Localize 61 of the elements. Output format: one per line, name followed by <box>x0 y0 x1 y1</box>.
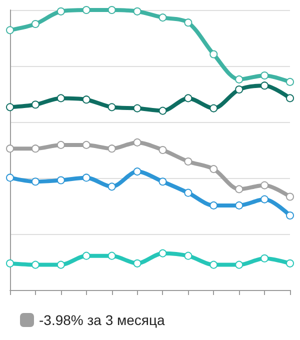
point <box>31 260 40 269</box>
point <box>133 259 142 268</box>
point <box>286 212 294 220</box>
point <box>82 252 90 260</box>
point <box>286 192 294 201</box>
point <box>184 188 192 197</box>
point <box>82 174 90 182</box>
point <box>260 195 269 204</box>
point <box>235 86 244 94</box>
point <box>184 157 192 166</box>
point <box>6 259 14 268</box>
point <box>108 6 116 14</box>
point <box>260 181 269 190</box>
point <box>56 140 65 149</box>
point <box>6 103 14 112</box>
point <box>82 140 90 149</box>
point <box>210 201 218 210</box>
point <box>6 144 14 153</box>
point <box>235 185 244 194</box>
point <box>210 104 218 112</box>
point <box>108 252 116 260</box>
point <box>260 82 269 90</box>
point <box>260 254 269 262</box>
point <box>158 178 167 186</box>
point <box>133 7 142 16</box>
point <box>184 252 192 260</box>
point <box>31 144 40 153</box>
point <box>235 75 244 84</box>
point <box>133 104 142 112</box>
point <box>6 26 14 34</box>
point <box>210 165 218 174</box>
point <box>108 144 116 153</box>
point <box>133 168 142 176</box>
point <box>235 201 244 210</box>
point <box>31 178 40 186</box>
point <box>158 146 167 154</box>
point <box>82 96 90 104</box>
legend-label: -3.98% за 3 месяца <box>39 312 166 328</box>
point <box>133 138 142 146</box>
point <box>184 94 192 102</box>
point <box>31 100 40 109</box>
point <box>184 18 192 27</box>
point <box>158 106 167 115</box>
point <box>56 176 65 184</box>
point <box>286 259 294 268</box>
point <box>210 50 218 58</box>
point <box>31 20 40 28</box>
point <box>286 78 294 86</box>
point <box>286 94 294 102</box>
point <box>235 260 244 269</box>
point <box>56 7 65 16</box>
point <box>158 249 167 258</box>
point <box>56 260 65 269</box>
point <box>56 94 65 102</box>
point <box>108 103 116 112</box>
point <box>82 6 90 14</box>
point <box>108 182 116 191</box>
point <box>6 174 14 182</box>
point <box>210 260 218 269</box>
point <box>158 14 167 22</box>
point <box>260 72 269 80</box>
